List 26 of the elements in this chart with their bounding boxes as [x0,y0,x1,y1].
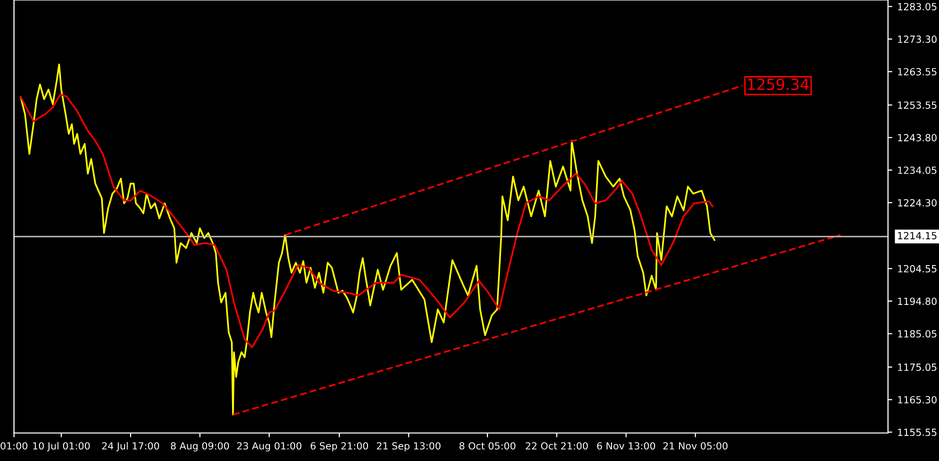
y-tick-label: 1155.55 [898,428,936,436]
y-tick-label: 1204.55 [898,265,936,272]
y-tick-label: 1253.55 [898,101,936,109]
y-tick-label: 1234.05 [898,166,936,174]
y-tick-label: 1224.30 [898,199,937,206]
x-tick-label: 8 Aug 09:00 [170,442,229,452]
x-tick-label: 22 Oct 21:00 [526,442,588,450]
x-tick-label: 10 Jul 01:00 [33,442,90,452]
y-tick-label: 1165.30 [898,396,937,404]
y-tick-label: 1263.55 [898,68,936,76]
y-tick-label: 1194.80 [898,298,937,305]
x-tick-label: 21 Sep 13:00 [376,442,440,452]
ref-line-label: 1214.15 [898,232,936,240]
y-tick-label: 1185.05 [898,330,936,338]
x-tick-label: 24 Jul 17:00 [102,442,160,452]
y-tick-label: 1243.80 [898,134,937,142]
x-tick-label: 8 Oct 05:00 [459,442,516,450]
x-tick-label: 6 Nov 13:00 [597,442,656,450]
annotation: 1259.34 [748,78,809,90]
x-tick-label: 6 Sep 21:00 [310,442,368,452]
x-tick-label: 23 Aug 01:00 [237,442,302,452]
y-tick-label: 1273.30 [898,36,937,43]
x-tick-label: 01:00 [0,442,28,450]
y-tick-label: 1283.05 [898,2,936,10]
x-tick-label: 21 Nov 05:00 [663,442,728,450]
y-tick-label: 1175.05 [898,364,936,371]
